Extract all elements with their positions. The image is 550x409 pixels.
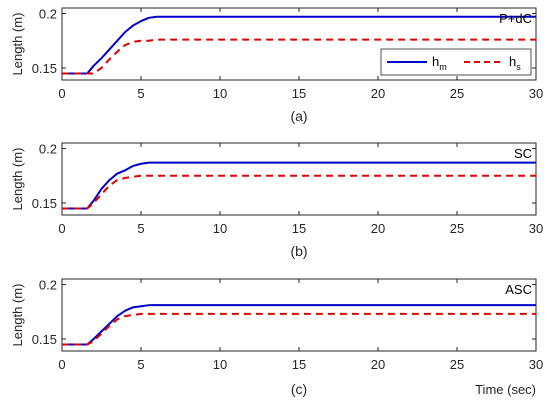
panel-c-series: [62, 304, 536, 346]
panel-b-ticks: 0 5 10 15 20 25 30 0.15 0.2: [32, 141, 544, 236]
panel-a-ytick-label-1: 0.2: [39, 6, 57, 21]
panel-a-xtick-label-0: 0: [58, 86, 65, 101]
panel-b-xtick-label-0: 0: [58, 221, 65, 236]
panel-c-xtick-label-25: 25: [450, 357, 464, 372]
panel-b-series: [62, 161, 536, 210]
panel-c: 0 5 10 15 20 25 30 0.15 0.2 Length (m) ASC (c) T…: [10, 277, 543, 397]
panel-c-ytick-label-0: 0.15: [32, 332, 57, 347]
panel-a-ytick-label-0: 0.15: [32, 61, 57, 76]
panel-a-series-h-s: [62, 38, 536, 75]
panel-c-series-h-m: [62, 304, 536, 346]
panel-a-ylabel: Length (m): [10, 13, 25, 76]
panel-b-caption: (b): [290, 243, 307, 259]
panel-b-annotation: SC: [514, 146, 532, 161]
panel-c-ticks: 0 5 10 15 20 25 30 0.15 0.2: [32, 277, 544, 372]
panel-b: 0 5 10 15 20 25 30 0.15 0.2 Length (m) SC (b): [10, 141, 543, 259]
legend-label-h-m-sub: m: [439, 62, 447, 72]
panel-a-xtick-label-30: 30: [529, 86, 543, 101]
panel-b-ytick-label-1: 0.2: [39, 141, 57, 156]
panel-a-xtick-label-25: 25: [450, 86, 464, 101]
legend-label-h-s-base: h: [509, 54, 516, 69]
panel-a-caption: (a): [290, 108, 307, 124]
panel-a-xtick-label-15: 15: [292, 86, 306, 101]
panel-a-annotation: P+dC: [499, 11, 532, 26]
panel-b-series-h-m: [62, 161, 536, 210]
panel-a-ticks: 0 5 10 15 20 25 30 0.15 0.2: [32, 6, 544, 101]
legend-label-h-s: hs: [509, 54, 521, 72]
panel-c-annotation: ASC: [505, 282, 532, 297]
panel-a-xtick-label-5: 5: [137, 86, 144, 101]
legend-label-h-s-sub: s: [516, 62, 521, 72]
panel-c-series-h-s: [62, 312, 536, 346]
panel-c-xlabel: Time (sec): [475, 382, 536, 397]
panel-b-xtick-label-15: 15: [292, 221, 306, 236]
panel-a-xtick-label-10: 10: [213, 86, 227, 101]
legend-label-h-m: hm: [432, 54, 447, 72]
panel-c-xtick-label-20: 20: [371, 357, 385, 372]
legend-label-h-m-base: h: [432, 54, 439, 69]
panel-a-series: [62, 15, 536, 75]
panel-a: 0 5 10 15 20 25 300.150.2 Length (m) P+dC (a) …: [10, 6, 543, 124]
panel-b-ytick-label-0: 0.15: [32, 196, 57, 211]
panel-b-xtick-label-20: 20: [371, 221, 385, 236]
legend: hm hs: [380, 48, 532, 76]
panel-c-xtick-label-0: 0: [58, 357, 65, 372]
panel-b-xtick-label-25: 25: [450, 221, 464, 236]
panel-b-xtick-label-10: 10: [213, 221, 227, 236]
panel-c-xtick-label-15: 15: [292, 357, 306, 372]
panel-a-xtick-label-20: 20: [371, 86, 385, 101]
panel-b-xtick-label-5: 5: [137, 221, 144, 236]
panel-b-series-h-s: [62, 174, 536, 210]
panel-c-caption: (c): [291, 381, 307, 397]
panel-c-ylabel: Length (m): [10, 284, 25, 347]
panel-a-series-h-m: [62, 15, 536, 75]
panel-b-xtick-label-30: 30: [529, 221, 543, 236]
panel-c-ytick-label-1: 0.2: [39, 277, 57, 292]
panel-c-xtick-label-30: 30: [529, 357, 543, 372]
panel-c-xtick-label-10: 10: [213, 357, 227, 372]
panel-c-xtick-label-5: 5: [137, 357, 144, 372]
panel-b-ylabel: Length (m): [10, 148, 25, 211]
